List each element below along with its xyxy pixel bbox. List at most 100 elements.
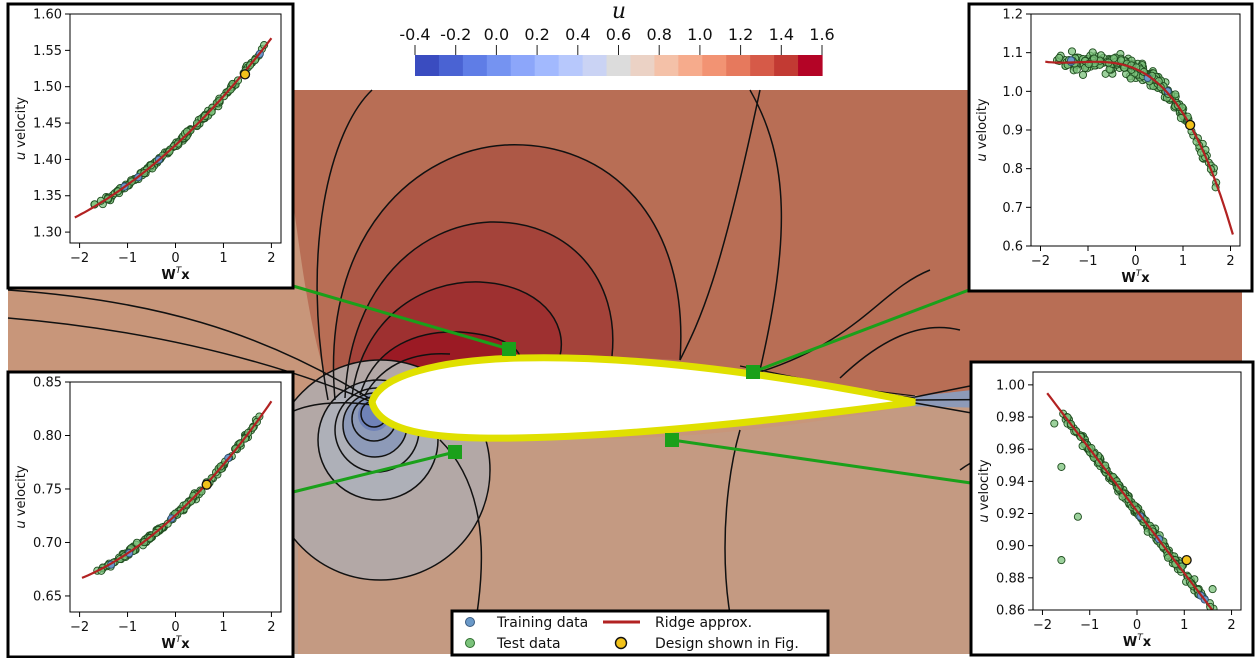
y-tick-label: 1.0 xyxy=(1002,85,1023,100)
test-point xyxy=(1126,74,1135,83)
contour-line xyxy=(749,89,783,371)
y-tick-label: 0.86 xyxy=(996,604,1025,619)
x-tick-label: −2 xyxy=(1033,618,1052,633)
colorbar-swatch xyxy=(534,55,560,76)
y-tick-label: 0.98 xyxy=(996,411,1025,426)
colorbar-tick-label: 1.4 xyxy=(769,25,794,44)
design-point xyxy=(239,69,251,80)
x-tick-label: −2 xyxy=(1031,254,1050,269)
colorbar-tick-label: 0.2 xyxy=(524,25,549,44)
ridge-approx-line xyxy=(1045,60,1234,235)
x-tick-label: 1 xyxy=(219,620,227,635)
probe-marker-lower-right xyxy=(665,433,679,447)
colorbar-swatch xyxy=(606,55,632,76)
y-tick-label: 1.35 xyxy=(33,189,62,204)
colorbar-tick-label: 1.2 xyxy=(728,25,753,44)
contour-line xyxy=(332,144,682,401)
inset-plots: −2 −1 0 1 21.301.351.401.451.501.551.60WTxu … xyxy=(6,2,1255,659)
y-tick-label: 0.88 xyxy=(996,571,1025,586)
y-tick-label: 0.92 xyxy=(996,507,1025,522)
design-point xyxy=(1181,554,1192,566)
colorbar-swatch xyxy=(558,55,584,76)
colorbar-tick-label: 1.6 xyxy=(809,25,834,44)
ridge-approx-line xyxy=(1046,392,1214,610)
legend-box xyxy=(450,609,830,657)
contour-line xyxy=(839,326,961,379)
colorbar-swatch xyxy=(510,55,536,76)
scatter-points xyxy=(1052,47,1221,192)
connector-lower-right xyxy=(671,438,972,485)
colorbar-swatch xyxy=(798,55,823,76)
colorbar-swatch xyxy=(630,55,656,76)
x-tick-label: 2 xyxy=(1227,618,1235,633)
y-tick-label: 0.7 xyxy=(1002,201,1023,216)
probe-markers xyxy=(448,342,760,459)
y-tick-label: 0.85 xyxy=(33,376,62,391)
x-tick-label: 1 xyxy=(1179,254,1187,269)
x-tick-label: 1 xyxy=(219,251,227,266)
inset-lower-right: −2 −1 0 1 2 0.86 0.88 0.90 0.92 0.94 0.96 0.98 1.00 W… xyxy=(969,360,1255,657)
x-tick-label: 1 xyxy=(1180,618,1188,633)
y-axis-label: u velocity xyxy=(977,459,992,522)
colorbar-swatch xyxy=(462,55,488,76)
legend-training-marker xyxy=(465,617,475,627)
inset-upper-right: −2 −1 0 1 2 0.6 0.7 0.8 0.9 1.0 1.1 1.2 WTx u velocit… xyxy=(967,2,1254,293)
y-tick-label: 1.40 xyxy=(33,153,62,168)
test-point xyxy=(1057,462,1066,471)
design-point xyxy=(1184,119,1196,131)
colorbar-tick-label: 0.6 xyxy=(606,25,631,44)
contour-line xyxy=(351,281,563,397)
colorbar-swatch xyxy=(415,55,440,76)
legend-design-label: Design shown in Fig. xyxy=(655,636,799,652)
inset-frame xyxy=(6,370,295,659)
wake-region xyxy=(900,388,990,408)
test-point xyxy=(1050,419,1059,428)
x-tick-label: 2 xyxy=(267,251,275,266)
legend-training-label: Training data xyxy=(496,615,588,631)
y-tick-label: 0.80 xyxy=(33,429,62,444)
connector-upper-right xyxy=(752,288,970,374)
colorbar-tick-label: 0.8 xyxy=(646,25,671,44)
legend: Training data Test data Ridge approx. De… xyxy=(450,609,830,657)
x-tick-label: 0 xyxy=(171,251,179,266)
connector-lower-left xyxy=(292,450,456,494)
ridge-approx-line xyxy=(81,400,273,579)
test-point xyxy=(1171,90,1180,99)
inset-frame xyxy=(969,360,1255,657)
test-point xyxy=(1073,512,1082,521)
y-tick-label: 0.96 xyxy=(996,443,1025,458)
x-tick-label: −1 xyxy=(1078,254,1097,269)
y-tick-label: 0.75 xyxy=(33,482,62,497)
colorbar: u -0.4 -0.2 0.0 0.2 0.4 0.6 0.8 1.0 1.2 1.4 1.6 xyxy=(399,0,835,76)
contour-line xyxy=(364,352,451,396)
colorbar-swatch xyxy=(774,55,799,76)
test-point xyxy=(1057,556,1066,565)
y-tick-label: 1.50 xyxy=(33,80,62,95)
probe-marker-upper-left xyxy=(502,342,516,356)
y-tick-label: 0.8 xyxy=(1002,162,1023,177)
legend-test-label: Test data xyxy=(496,636,561,652)
legend-ridge-label: Ridge approx. xyxy=(655,615,752,631)
y-tick-label: 0.65 xyxy=(33,589,62,604)
probe-connectors xyxy=(292,284,972,494)
colorbar-swatch xyxy=(726,55,751,76)
test-point xyxy=(1067,47,1077,56)
y-tick-label: 1.00 xyxy=(996,378,1025,393)
x-axis-label: WTx xyxy=(161,266,190,283)
legend-test-marker xyxy=(465,638,475,648)
contour-line xyxy=(316,89,373,401)
contour-line xyxy=(317,379,439,501)
colorbar-tick-label: 0.4 xyxy=(565,25,590,44)
x-tick-label: −2 xyxy=(70,251,89,266)
colorbar-swatch xyxy=(654,55,679,76)
test-point xyxy=(1055,53,1064,62)
legend-design-marker xyxy=(614,636,628,650)
test-point xyxy=(1208,585,1217,594)
colorbar-swatch xyxy=(438,55,464,76)
colorbar-tick-label: -0.2 xyxy=(440,25,471,44)
contour-line xyxy=(679,89,761,361)
y-axis-label: u velocity xyxy=(14,465,29,528)
x-axis-label: WTx xyxy=(1123,633,1152,650)
contour-line xyxy=(344,221,614,399)
